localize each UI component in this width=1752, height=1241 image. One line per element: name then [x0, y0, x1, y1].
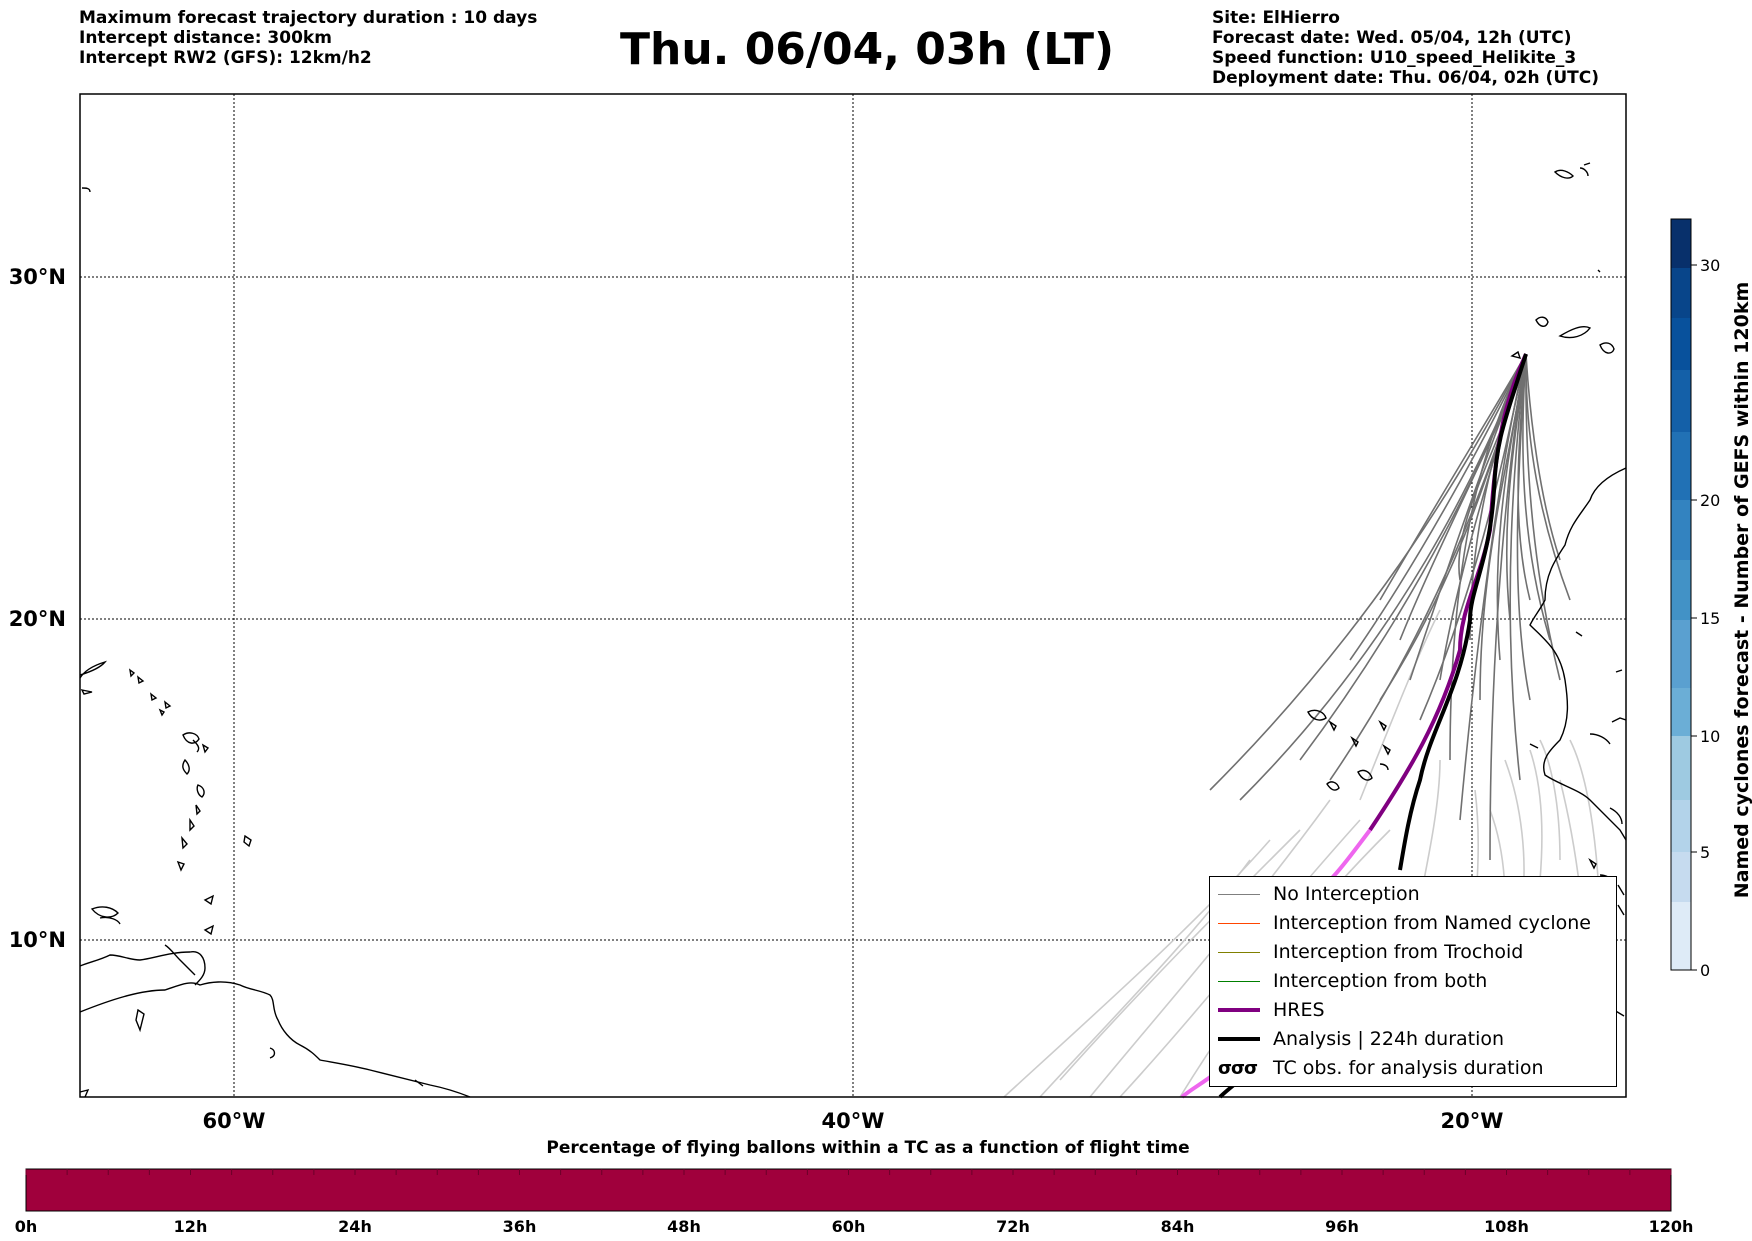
- colorbar-tick: 30: [1700, 256, 1720, 275]
- lon-label-40w: 40°W: [822, 1109, 885, 1133]
- colorbar-tick: 0: [1700, 961, 1710, 980]
- legend-label: Interception from both: [1273, 970, 1488, 992]
- lon-label-20w: 20°W: [1441, 1109, 1504, 1133]
- colorbar-tick: 5: [1700, 843, 1710, 862]
- bar-tick-label: 120h: [1649, 1217, 1694, 1236]
- header-right-info: Site: ElHierro Forecast date: Wed. 05/04…: [1212, 8, 1599, 88]
- legend-swatch: [1218, 923, 1260, 924]
- legend-item-named-cyclone: Interception from Named cyclone: [1210, 910, 1616, 936]
- legend-item-both: Interception from both: [1210, 968, 1616, 994]
- legend-swatch: [1218, 981, 1260, 982]
- header-left-line: Intercept distance: 300km: [79, 28, 332, 48]
- bar-tick-label: 0h: [15, 1217, 38, 1236]
- legend-swatch: [1218, 1037, 1260, 1041]
- header-right-line: Site: ElHierro: [1212, 8, 1340, 28]
- legend-label: TC obs. for analysis duration: [1273, 1057, 1544, 1079]
- legend-item-tc-obs: σσσ TC obs. for analysis duration: [1210, 1055, 1616, 1081]
- legend-label: Interception from Trochoid: [1273, 941, 1524, 963]
- header-right-line: Speed function: U10_speed_Helikite_3: [1212, 48, 1577, 68]
- bar-tick-label: 36h: [503, 1217, 537, 1236]
- latitude-labels: 30°N 20°N 10°N: [9, 265, 66, 952]
- bar-tick-label: 24h: [338, 1217, 372, 1236]
- colorbar-tick: 10: [1700, 727, 1720, 746]
- map-frame: [79, 93, 1627, 1098]
- colorbar-tick: 15: [1700, 609, 1720, 628]
- header-left-info: Maximum forecast trajectory duration : 1…: [79, 8, 537, 68]
- legend-swatch: [1218, 952, 1260, 953]
- legend-label: No Interception: [1273, 883, 1420, 905]
- lat-label-20n: 20°N: [9, 607, 66, 631]
- legend-swatch: [1218, 894, 1260, 895]
- bar-tick-label: 108h: [1484, 1217, 1529, 1236]
- lon-label-60w: 60°W: [203, 1109, 266, 1133]
- header-right-line: Deployment date: Thu. 06/04, 02h (UTC): [1212, 68, 1599, 88]
- cyclone-colorbar: 0 5 10 15 20 30: [1670, 218, 1720, 980]
- bar-tick-label: 12h: [174, 1217, 208, 1236]
- bar-tick-label: 72h: [996, 1217, 1030, 1236]
- bar-tick-label: 96h: [1325, 1217, 1359, 1236]
- lat-label-10n: 10°N: [9, 928, 66, 952]
- legend-item-trochoid: Interception from Trochoid: [1210, 939, 1616, 965]
- bar-tick-label: 48h: [667, 1217, 701, 1236]
- header-left-line: Maximum forecast trajectory duration : 1…: [79, 8, 538, 28]
- flight-time-bar: 0h 12h 24h 36h 48h 60h 72h 84h 96h 108h 120h: [15, 1168, 1694, 1236]
- lat-label-30n: 30°N: [9, 265, 66, 289]
- colorbar-label: Named cyclones forecast - Number of GEFS…: [1731, 281, 1752, 899]
- flight-time-bar-title: Percentage of flying ballons within a TC…: [546, 1138, 1190, 1158]
- legend-swatch: [1218, 1008, 1260, 1012]
- longitude-labels: 60°W 40°W 20°W: [203, 1109, 1504, 1133]
- legend-label: Interception from Named cyclone: [1273, 912, 1591, 934]
- legend-item-hres: HRES: [1210, 997, 1616, 1023]
- header-left-line: Intercept RW2 (GFS): 12km/h2: [79, 48, 372, 68]
- coastlines: [79, 162, 1627, 1098]
- legend-item-analysis: Analysis | 224h duration: [1210, 1026, 1616, 1052]
- legend-label: HRES: [1273, 999, 1325, 1021]
- header-right-line: Forecast date: Wed. 05/04, 12h (UTC): [1212, 28, 1572, 48]
- legend-label: Analysis | 224h duration: [1273, 1028, 1505, 1050]
- bar-tick-label: 60h: [832, 1217, 866, 1236]
- map-legend: No Interception Interception from Named …: [1209, 876, 1617, 1087]
- legend-item-no-interception: No Interception: [1210, 881, 1616, 907]
- cyclone-symbols-icon: σσσ: [1218, 1058, 1258, 1079]
- bar-tick-label: 84h: [1161, 1217, 1195, 1236]
- page-title: Thu. 06/04, 03h (LT): [620, 24, 1115, 75]
- colorbar-tick: 20: [1700, 491, 1720, 510]
